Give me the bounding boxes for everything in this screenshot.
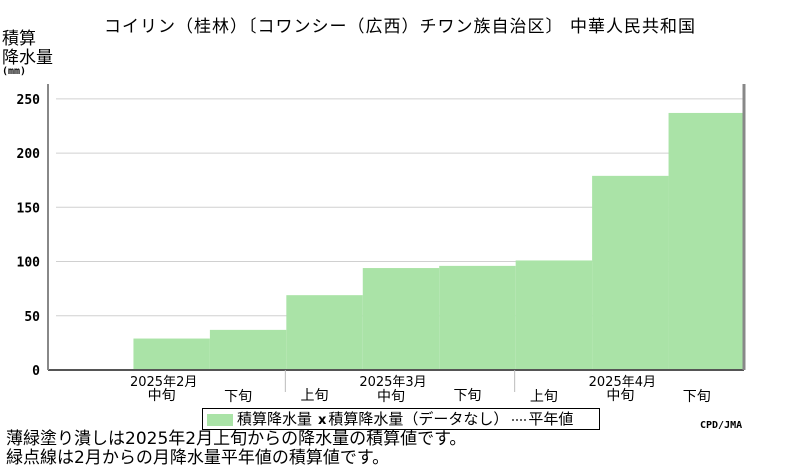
chart-title: コイリン（桂林）〔コワンシー（広西）チワン族自治区〕 中華人民共和国: [104, 17, 696, 37]
bar-3: [286, 295, 363, 370]
bar-2: [209, 329, 287, 370]
y-axis-label-line1: 積算: [2, 29, 36, 49]
y-tick-label-50: 50: [24, 310, 40, 325]
bar-4: [362, 268, 440, 370]
x-period-label-2: 下旬: [224, 389, 252, 405]
credit-text: CPD/JMA: [700, 420, 743, 431]
legend-swatch-icon: [207, 413, 233, 426]
x-period-label-6: 上旬: [530, 389, 558, 405]
legend: 積算降水量 x 積算降水量（データなし） 平年値: [202, 408, 600, 430]
y-tick-label-250: 250: [17, 93, 41, 108]
y-tick-label-200: 200: [17, 147, 41, 162]
x-period-label-7: 中旬: [606, 388, 634, 404]
x-period-label-8: 下旬: [683, 389, 711, 405]
x-period-label-1: 中旬: [148, 388, 176, 404]
note-line-1: 薄緑塗り潰しは2025年2月上旬からの降水量の積算値です。: [6, 429, 467, 449]
y-tick-label-100: 100: [17, 256, 41, 271]
bar-6: [515, 260, 593, 370]
y-tick-label-150: 150: [17, 201, 41, 216]
bar-5: [439, 265, 516, 370]
x-period-label-3: 上旬: [301, 388, 329, 404]
bars: [133, 112, 745, 370]
x-period-label-4: 中旬: [377, 389, 405, 405]
bar-7: [592, 175, 669, 370]
y-tick-label-0: 0: [32, 364, 40, 379]
bar-1: [133, 338, 210, 370]
x-month-label-0: 2025年2月: [130, 375, 197, 390]
x-period-label-5: 下旬: [453, 388, 481, 404]
legend-x-mark-icon: x: [318, 413, 327, 428]
legend-dotted-line-icon: [512, 418, 527, 421]
legend-item-nodata: 積算降水量（データなし）: [328, 410, 509, 428]
x-month-label-2: 2025年4月: [589, 375, 656, 390]
bar-8: [668, 112, 745, 370]
legend-item-normal: 平年値: [528, 410, 574, 428]
x-month-label-1: 2025年3月: [359, 375, 426, 390]
legend-item-cumulative: 積算降水量: [237, 410, 313, 428]
axes: [47, 84, 746, 392]
note-line-2: 緑点線は2月からの月降水量平年値の積算値です。: [6, 448, 390, 468]
y-axis-label-line2: 降水量: [2, 48, 53, 68]
y-axis-unit: (mm): [2, 66, 27, 77]
